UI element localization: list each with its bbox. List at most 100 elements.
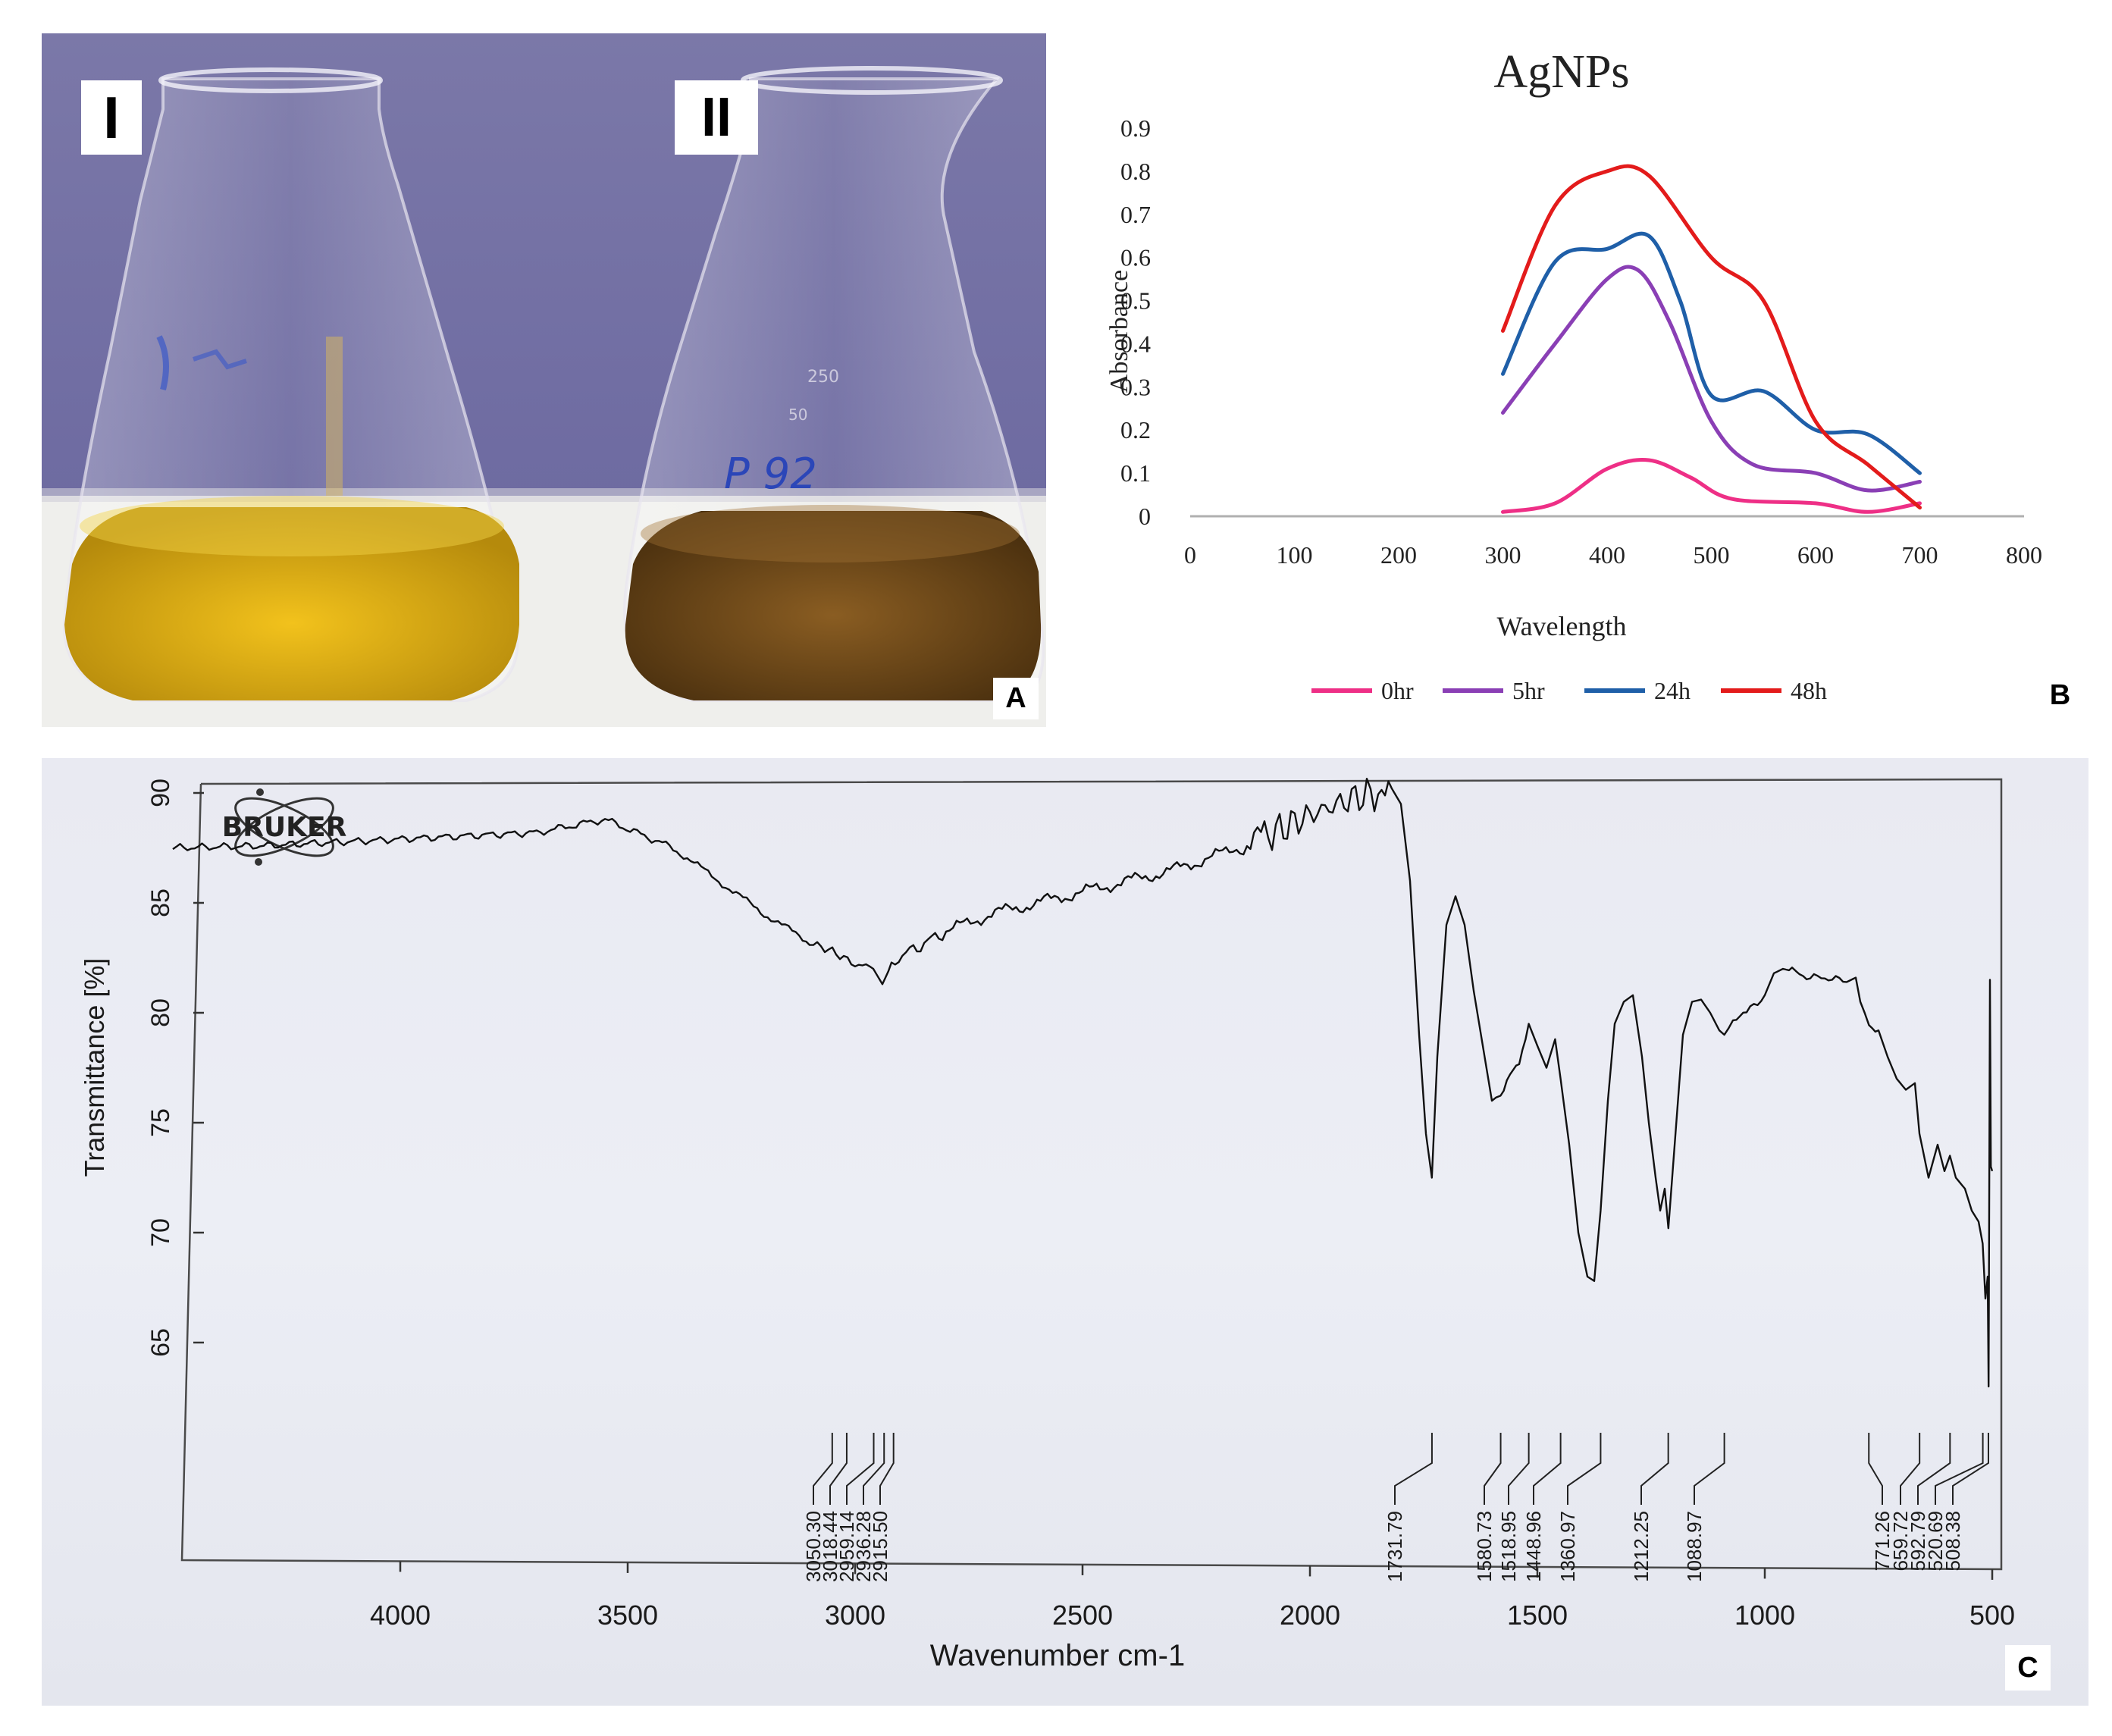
flask-2-volume-mark-250: 250 [807, 368, 839, 387]
uv-x-tick-label: 400 [1589, 541, 1625, 569]
ftir-peak-label: 1731.79 [1383, 1511, 1406, 1582]
flask-1 [62, 67, 519, 702]
ftir-peak-leader [879, 1433, 895, 1505]
uv-y-tick-label: 0.2 [1120, 416, 1151, 443]
flask-2-handwriting: P 92 [724, 450, 817, 499]
ftir-peak-label: 1360.97 [1556, 1511, 1579, 1582]
uv-x-tick-label: 600 [1797, 541, 1834, 569]
ftir-y-tick-label: 85 [146, 888, 175, 917]
ftir-peak-label: 1580.73 [1473, 1511, 1496, 1582]
uv-chart-title: AgNPs [1493, 46, 1629, 98]
ftir-peak-label: 2959.14 [835, 1511, 858, 1582]
panel-a-photo: P 92 250 50 I II A [42, 33, 1046, 727]
uv-y-tick-label: 0.5 [1120, 287, 1151, 315]
ftir-peak-label: 2915.50 [869, 1511, 891, 1582]
uv-legend-label-0hr: 0hr [1381, 677, 1414, 704]
ftir-peak-label: 3050.30 [802, 1511, 825, 1582]
flask-label-ii: II [675, 80, 758, 155]
ftir-y-tick-label: 80 [146, 998, 175, 1027]
uv-x-tick-label: 700 [1902, 541, 1938, 569]
uv-y-tick-label: 0.1 [1120, 459, 1151, 487]
ftir-x-tick-label: 2500 [1052, 1600, 1113, 1631]
ftir-peak-label: 1518.95 [1497, 1511, 1520, 1582]
ftir-y-tick-label: 90 [146, 779, 175, 807]
ftir-peak-label: 771.26 [1871, 1511, 1894, 1571]
ftir-peak-leader [1917, 1433, 1951, 1505]
ftir-peak-leader [846, 1433, 875, 1505]
uv-x-tick-label: 0 [1184, 541, 1196, 569]
ftir-peak-leader [1900, 1433, 1921, 1505]
ftir-peak-leader [829, 1433, 848, 1505]
flask-label-i: I [81, 80, 142, 155]
ftir-x-tick-label: 1000 [1734, 1600, 1795, 1631]
uv-y-tick-label: 0.6 [1120, 244, 1151, 271]
ftir-peak-label: 1448.96 [1522, 1511, 1545, 1582]
flask-1-liquid [64, 507, 519, 700]
ftir-peak-label: 2936.28 [852, 1511, 875, 1582]
ftir-x-tick-label: 3000 [825, 1600, 885, 1631]
ftir-peak-leader [863, 1433, 885, 1505]
uv-y-tick-label: 0.3 [1120, 373, 1151, 400]
panel-c-ftir-spectrum: BRUKER 90 85 80 75 70 65 4000 3500 3000 2500 2000… [42, 758, 2088, 1706]
uv-x-tick-label: 500 [1694, 541, 1730, 569]
flask-2-liquid [625, 511, 1042, 700]
ftir-y-tick-label: 65 [146, 1328, 175, 1357]
ftir-peak-label: 592.79 [1907, 1511, 1929, 1571]
ftir-spectrum-line [172, 778, 1994, 1388]
uv-legend-label-48h: 48h [1791, 677, 1827, 704]
ftir-peak-leader [1640, 1433, 1669, 1505]
ftir-peak-leader [1694, 1433, 1725, 1505]
uv-y-tick-label: 0.9 [1120, 114, 1151, 142]
panel-letter-c: C [2005, 1645, 2051, 1691]
uv-legend-label-5hr: 5hr [1512, 677, 1545, 704]
uv-series-line-0hr [1501, 458, 1922, 514]
uv-y-axis-label: Absorbance [1105, 270, 1133, 393]
ftir-peak-leader [1508, 1433, 1530, 1505]
uv-y-tick-label: 0.8 [1120, 158, 1151, 185]
bruker-logo: BRUKER [222, 788, 346, 866]
panel-letter-b: B [2039, 675, 2081, 716]
ftir-x-tick-label: 4000 [370, 1600, 431, 1631]
uv-y-tick-label: 0.7 [1120, 201, 1151, 228]
uv-legend-label-24h: 24h [1654, 677, 1691, 704]
uv-y-tick-label: 0.4 [1120, 330, 1151, 357]
uv-series-line-5hr [1501, 265, 1922, 493]
ftir-peak-leader [1394, 1433, 1433, 1505]
uv-x-tick-label: 100 [1277, 541, 1313, 569]
ftir-peak-leader [1868, 1433, 1883, 1505]
flasks-photo: P 92 250 50 [42, 66, 1046, 727]
ftir-x-tick-label: 1500 [1507, 1600, 1568, 1631]
panel-letter-a: A [993, 678, 1039, 719]
flask-2: P 92 250 50 [623, 66, 1045, 702]
uv-series-line-24h [1501, 231, 1922, 475]
uv-x-tick-label: 200 [1380, 541, 1417, 569]
ftir-peak-leader [1533, 1433, 1562, 1505]
ftir-peak-leader [1935, 1433, 1984, 1505]
ftir-peak-label: 659.72 [1889, 1511, 1912, 1571]
ftir-chart-svg: BRUKER 90 85 80 75 70 65 4000 3500 3000 2500 2000… [79, 778, 2015, 1672]
ftir-peak-label: 1212.25 [1630, 1511, 1653, 1582]
ftir-peak-label: 3018.44 [819, 1511, 841, 1582]
uv-x-tick-label: 300 [1485, 541, 1521, 569]
ftir-plot-frame [180, 778, 2003, 1571]
ftir-peak-label: 520.69 [1924, 1511, 1947, 1571]
ftir-x-axis-label: Wavenumber cm-1 [930, 1639, 1185, 1672]
ftir-y-axis-label: Transmittance [%] [79, 958, 110, 1177]
ftir-peak-leader [1567, 1433, 1602, 1505]
uvvis-chart-svg: AgNPs 0 0.1 0.2 0.3 0.4 0.5 0.6 0.7 0.8 0.9 0 100 2… [1105, 46, 2042, 704]
ftir-peak-leader [1952, 1433, 1989, 1505]
ftir-x-tick-label: 3500 [597, 1600, 658, 1631]
uv-x-tick-label: 800 [2006, 541, 2042, 569]
ftir-peak-leader [1484, 1433, 1502, 1505]
panel-b-uvvis-chart: AgNPs 0 0.1 0.2 0.3 0.4 0.5 0.6 0.7 0.8 0.9 0 100 2… [1058, 23, 2088, 735]
uv-y-tick-label: 0 [1139, 503, 1151, 530]
ftir-y-tick-label: 75 [146, 1108, 175, 1137]
ftir-x-tick-label: 500 [1969, 1600, 2015, 1631]
ftir-x-tick-label: 2000 [1280, 1600, 1340, 1631]
ftir-peak-leader [813, 1433, 833, 1505]
flask-2-volume-mark-50: 50 [788, 406, 807, 424]
uv-x-axis-label: Wavelength [1496, 611, 1626, 641]
ftir-peak-label: 1088.97 [1683, 1511, 1706, 1582]
ftir-peak-label: 508.38 [1941, 1511, 1964, 1571]
uv-series-line-48h [1501, 164, 1922, 510]
